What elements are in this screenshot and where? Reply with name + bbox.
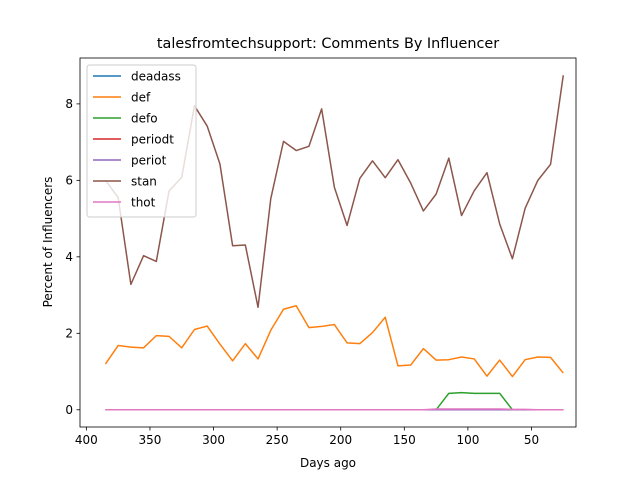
legend-label-stan: stan	[131, 174, 157, 188]
y-tick-label: 4	[65, 250, 73, 264]
x-tick-label: 400	[75, 433, 98, 447]
axes-frame	[79, 57, 577, 428]
plot-lines	[104, 75, 565, 411]
series-line-def	[104, 305, 564, 378]
legend-box	[86, 64, 197, 218]
x-tick-label: 350	[138, 433, 161, 447]
plot-frame	[79, 57, 577, 428]
legend-label-periot: periot	[131, 153, 167, 167]
legend-label-thot: thot	[131, 195, 156, 209]
x-axis-label: Days ago	[300, 456, 356, 470]
legend-label-periodt: periodt	[131, 132, 174, 146]
x-axis-ticks: 400 350 300 250 200 150 100 50	[75, 427, 539, 447]
x-tick-label: 200	[329, 433, 352, 447]
y-tick-label: 8	[65, 97, 73, 111]
x-tick-label: 250	[266, 433, 289, 447]
y-tick-label: 2	[65, 327, 73, 341]
x-tick-label: 50	[524, 433, 539, 447]
x-tick-label: 300	[202, 433, 225, 447]
legend: deadass def defo periodt periot stan thot	[86, 64, 197, 218]
chart-title: talesfromtechsupport: Comments By Influe…	[157, 36, 499, 52]
series-line-thot	[105, 408, 564, 411]
y-tick-label: 0	[65, 403, 73, 417]
legend-label-def: def	[131, 90, 151, 104]
y-axis-label: Percent of Influencers	[41, 177, 55, 308]
y-axis-ticks: 0 2 4 6 8	[65, 97, 80, 417]
legend-label-defo: defo	[131, 111, 158, 125]
x-tick-label: 150	[393, 433, 416, 447]
x-tick-label: 100	[456, 433, 479, 447]
legend-label-deadass: deadass	[131, 69, 181, 83]
y-tick-label: 6	[65, 174, 73, 188]
